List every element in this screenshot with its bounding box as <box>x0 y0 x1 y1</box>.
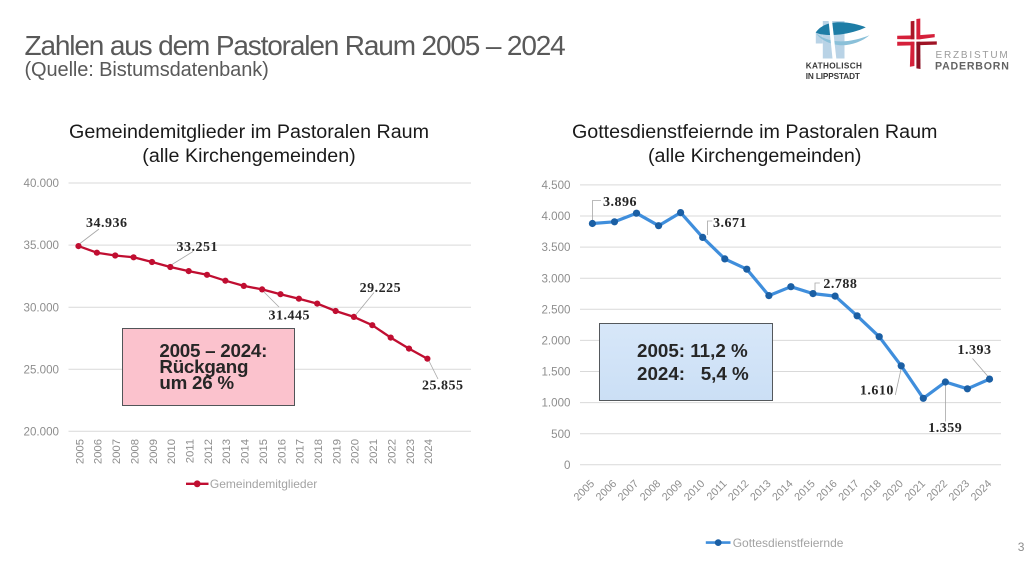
svg-text:1.000: 1.000 <box>541 397 570 410</box>
svg-text:4.500: 4.500 <box>541 179 570 192</box>
svg-text:2020: 2020 <box>350 439 362 464</box>
svg-text:2005: 2005 <box>74 439 86 464</box>
svg-text:Gemeindemitglieder: Gemeindemitglieder <box>210 477 317 491</box>
svg-text:2020: 2020 <box>880 478 905 503</box>
svg-text:2009: 2009 <box>148 439 160 464</box>
svg-text:2015: 2015 <box>258 439 270 464</box>
svg-text:2.500: 2.500 <box>541 303 570 316</box>
svg-text:1.500: 1.500 <box>541 366 570 379</box>
svg-text:2012: 2012 <box>203 439 215 464</box>
svg-text:30.000: 30.000 <box>24 301 59 314</box>
svg-text:2011: 2011 <box>705 478 730 503</box>
svg-text:2010: 2010 <box>166 439 178 464</box>
svg-text:40.000: 40.000 <box>24 177 59 190</box>
svg-text:3.000: 3.000 <box>541 272 570 285</box>
svg-text:500: 500 <box>551 428 570 441</box>
svg-text:2022: 2022 <box>925 478 950 503</box>
svg-text:2007: 2007 <box>111 439 123 464</box>
svg-text:1.393: 1.393 <box>958 343 992 358</box>
svg-text:31.445: 31.445 <box>269 308 311 323</box>
svg-text:KATHOLISCH: KATHOLISCH <box>806 62 863 71</box>
svg-text:2010: 2010 <box>682 478 707 503</box>
svg-text:2024: 2024 <box>423 439 435 464</box>
svg-text:25.000: 25.000 <box>24 363 59 376</box>
svg-text:33.251: 33.251 <box>177 240 219 255</box>
svg-text:2024: 2024 <box>969 478 994 503</box>
svg-text:29.225: 29.225 <box>360 281 402 296</box>
svg-text:2011: 2011 <box>185 439 197 463</box>
svg-text:1.610: 1.610 <box>860 384 894 399</box>
svg-text:20.000: 20.000 <box>24 425 59 438</box>
svg-text:2017: 2017 <box>295 439 307 464</box>
svg-text:2008: 2008 <box>129 439 141 464</box>
svg-text:2007: 2007 <box>616 478 641 503</box>
svg-text:2.000: 2.000 <box>541 335 570 348</box>
svg-text:PADERBORN: PADERBORN <box>935 60 1010 72</box>
svg-text:2016: 2016 <box>814 478 839 503</box>
svg-text:3.671: 3.671 <box>713 216 747 231</box>
svg-text:2023: 2023 <box>947 478 972 503</box>
svg-text:2008: 2008 <box>638 478 663 503</box>
svg-text:3.500: 3.500 <box>541 241 570 254</box>
svg-text:2017: 2017 <box>836 478 861 503</box>
svg-text:2019: 2019 <box>331 439 343 464</box>
svg-text:3.896: 3.896 <box>603 195 637 210</box>
svg-text:2014: 2014 <box>240 439 252 464</box>
svg-text:2021: 2021 <box>368 439 380 464</box>
svg-text:2021: 2021 <box>903 478 928 503</box>
svg-text:25.855: 25.855 <box>422 379 464 394</box>
svg-text:34.936: 34.936 <box>86 216 128 231</box>
svg-text:2014: 2014 <box>770 478 795 503</box>
svg-text:ERZBISTUM: ERZBISTUM <box>936 50 1010 61</box>
svg-text:2009: 2009 <box>660 478 685 503</box>
svg-text:2016: 2016 <box>276 439 288 464</box>
svg-text:2.788: 2.788 <box>823 277 857 292</box>
svg-text:2006: 2006 <box>93 439 105 464</box>
svg-text:0: 0 <box>564 459 570 472</box>
svg-text:IN LIPPSTADT: IN LIPPSTADT <box>806 72 860 81</box>
svg-text:1.359: 1.359 <box>928 421 962 436</box>
svg-text:2018: 2018 <box>858 478 883 503</box>
svg-text:2006: 2006 <box>594 478 619 503</box>
svg-text:2013: 2013 <box>748 478 773 503</box>
svg-text:2022: 2022 <box>387 439 399 464</box>
svg-text:35.000: 35.000 <box>24 239 59 252</box>
svg-text:Gottesdienstfeiernde: Gottesdienstfeiernde <box>733 536 844 550</box>
svg-text:2023: 2023 <box>405 439 417 464</box>
svg-text:2015: 2015 <box>792 478 817 503</box>
svg-text:2018: 2018 <box>313 439 325 464</box>
svg-text:2012: 2012 <box>726 478 751 503</box>
svg-text:4.000: 4.000 <box>541 210 570 223</box>
svg-text:2013: 2013 <box>221 439 233 464</box>
svg-text:2005: 2005 <box>572 478 597 503</box>
